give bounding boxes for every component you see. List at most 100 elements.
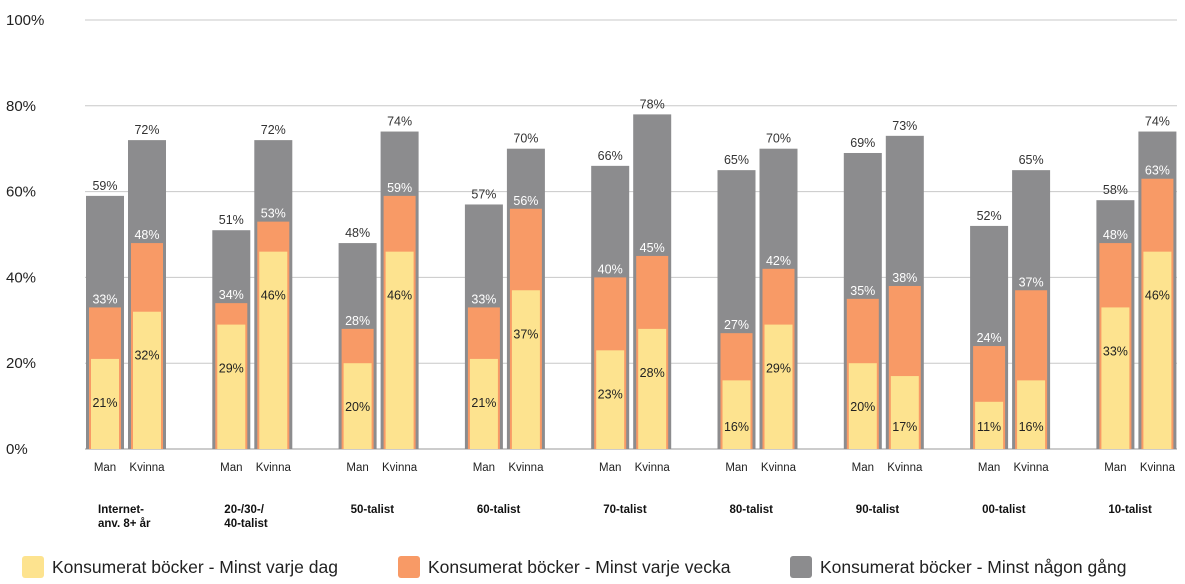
legend-swatch bbox=[790, 556, 812, 578]
y-tick-label: 100% bbox=[6, 12, 44, 29]
sub-category-label: Man bbox=[346, 462, 368, 474]
data-label-yellow: 46% bbox=[387, 289, 412, 303]
data-label-orange: 48% bbox=[134, 228, 159, 242]
sub-category-label: Kvinna bbox=[761, 462, 797, 474]
group-label: 90-talist bbox=[856, 504, 900, 516]
legend-swatch bbox=[22, 556, 44, 578]
data-label-gray: 52% bbox=[977, 209, 1002, 223]
data-label-yellow: 29% bbox=[219, 362, 244, 376]
bar-minst-varje-dag bbox=[596, 350, 625, 449]
data-label-gray: 72% bbox=[261, 123, 286, 137]
data-label-yellow: 46% bbox=[1145, 289, 1170, 303]
bar-minst-varje-dag bbox=[638, 328, 667, 449]
bar-minst-varje-dag bbox=[764, 324, 793, 449]
data-label-orange: 33% bbox=[92, 292, 117, 306]
data-label-gray: 59% bbox=[92, 179, 117, 193]
y-tick-label: 60% bbox=[6, 184, 36, 201]
sub-category-label: Kvinna bbox=[382, 462, 418, 474]
data-label-orange: 56% bbox=[513, 194, 538, 208]
sub-category-label: Man bbox=[94, 462, 116, 474]
data-label-orange: 53% bbox=[261, 207, 286, 221]
data-label-yellow: 21% bbox=[471, 396, 496, 410]
y-tick-label: 0% bbox=[6, 441, 28, 458]
y-tick-label: 80% bbox=[6, 98, 36, 115]
group-label: 80-talist bbox=[730, 504, 774, 516]
group-label: 70-talist bbox=[603, 504, 647, 516]
bar-minst-varje-dag bbox=[975, 401, 1004, 449]
data-label-yellow: 23% bbox=[598, 387, 623, 401]
data-label-gray: 57% bbox=[471, 187, 496, 201]
data-label-yellow: 20% bbox=[345, 400, 370, 414]
data-label-orange: 35% bbox=[850, 284, 875, 298]
data-label-orange: 34% bbox=[219, 288, 244, 302]
sub-category-label: Kvinna bbox=[1014, 462, 1050, 474]
data-label-yellow: 28% bbox=[640, 366, 665, 380]
data-label-yellow: 16% bbox=[1019, 420, 1044, 434]
data-label-orange: 59% bbox=[387, 181, 412, 195]
group-label: 40-talist bbox=[224, 518, 268, 530]
bar-minst-varje-dag bbox=[133, 311, 161, 449]
sub-category-label: Man bbox=[599, 462, 621, 474]
bar-minst-varje-dag bbox=[343, 363, 372, 449]
data-label-orange: 45% bbox=[640, 241, 665, 255]
data-label-gray: 70% bbox=[766, 132, 791, 146]
y-tick-label: 40% bbox=[6, 269, 36, 286]
data-label-gray: 48% bbox=[345, 226, 370, 240]
data-label-gray: 70% bbox=[513, 132, 538, 146]
data-label-yellow: 17% bbox=[892, 420, 917, 434]
data-label-gray: 74% bbox=[1145, 115, 1170, 129]
data-label-orange: 48% bbox=[1103, 228, 1128, 242]
data-label-orange: 28% bbox=[345, 314, 370, 328]
bar-minst-varje-dag bbox=[259, 251, 288, 449]
legend-label: Konsumerat böcker - Minst någon gång bbox=[820, 557, 1126, 577]
bar-minst-varje-dag bbox=[91, 358, 119, 449]
data-label-yellow: 16% bbox=[724, 420, 749, 434]
group-label: 20-/30-/ bbox=[224, 504, 264, 516]
data-label-yellow: 20% bbox=[850, 400, 875, 414]
group-label: 60-talist bbox=[477, 504, 521, 516]
data-label-orange: 33% bbox=[471, 292, 496, 306]
sub-category-label: Kvinna bbox=[887, 462, 923, 474]
sub-category-label: Kvinna bbox=[1140, 462, 1176, 474]
data-label-gray: 72% bbox=[134, 123, 159, 137]
group-label: 50-talist bbox=[351, 504, 395, 516]
data-label-yellow: 21% bbox=[92, 396, 117, 410]
data-label-yellow: 46% bbox=[261, 289, 286, 303]
data-label-gray: 65% bbox=[1019, 153, 1044, 167]
data-label-gray: 73% bbox=[892, 119, 917, 133]
sub-category-label: Kvinna bbox=[129, 462, 165, 474]
data-label-gray: 74% bbox=[387, 115, 412, 129]
bar-minst-varje-dag bbox=[1017, 380, 1046, 449]
bar-minst-varje-dag bbox=[511, 290, 540, 449]
bar-minst-varje-dag bbox=[217, 324, 246, 449]
sub-category-label: Man bbox=[473, 462, 495, 474]
data-label-orange: 24% bbox=[977, 331, 1002, 345]
sub-category-label: Kvinna bbox=[635, 462, 671, 474]
legend-swatch bbox=[398, 556, 420, 578]
legend-label: Konsumerat böcker - Minst varje dag bbox=[52, 557, 338, 577]
group-label: anv. 8+ år bbox=[98, 518, 151, 530]
data-label-yellow: 29% bbox=[766, 362, 791, 376]
data-label-orange: 42% bbox=[766, 254, 791, 268]
group-label: 00-talist bbox=[982, 504, 1026, 516]
data-label-orange: 27% bbox=[724, 318, 749, 332]
bar-minst-varje-dag bbox=[848, 363, 877, 449]
sub-category-label: Kvinna bbox=[256, 462, 292, 474]
sub-category-label: Man bbox=[978, 462, 1000, 474]
data-label-yellow: 32% bbox=[134, 349, 159, 363]
data-label-orange: 63% bbox=[1145, 164, 1170, 178]
group-label: Internet- bbox=[98, 504, 144, 516]
y-tick-label: 20% bbox=[6, 355, 36, 372]
data-label-gray: 78% bbox=[640, 97, 665, 111]
sub-category-label: Man bbox=[1104, 462, 1126, 474]
data-label-gray: 66% bbox=[598, 149, 623, 163]
data-label-orange: 40% bbox=[598, 262, 623, 276]
data-label-gray: 58% bbox=[1103, 183, 1128, 197]
bar-minst-varje-dag bbox=[385, 251, 414, 449]
data-label-orange: 38% bbox=[892, 271, 917, 285]
bar-minst-varje-dag bbox=[722, 380, 751, 449]
data-label-yellow: 11% bbox=[977, 420, 1001, 434]
legend-label: Konsumerat böcker - Minst varje vecka bbox=[428, 557, 731, 577]
